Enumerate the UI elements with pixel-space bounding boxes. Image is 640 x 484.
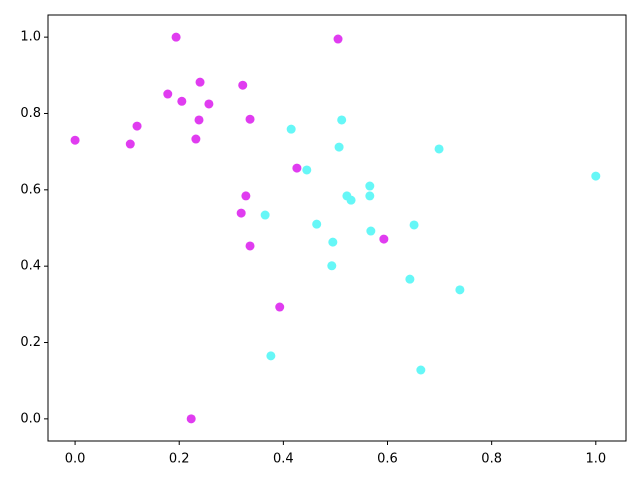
point	[191, 134, 201, 144]
point	[409, 220, 419, 230]
point	[365, 181, 375, 191]
y-tick-label: 0.4	[20, 259, 41, 274]
point	[171, 32, 181, 42]
point	[405, 274, 415, 284]
point	[416, 365, 426, 375]
point	[186, 414, 196, 424]
point	[125, 139, 135, 149]
x-tick-label: 0.6	[377, 452, 398, 467]
point	[194, 115, 204, 125]
point	[286, 124, 296, 134]
point	[266, 351, 276, 361]
x-tick-label: 0.2	[169, 452, 190, 467]
point	[337, 115, 347, 125]
point	[346, 195, 356, 205]
point	[236, 208, 246, 218]
point	[260, 210, 270, 220]
point	[70, 135, 80, 145]
y-tick-label: 0.6	[20, 182, 41, 197]
point	[591, 171, 601, 181]
point	[163, 89, 173, 99]
point	[132, 121, 142, 131]
point	[328, 237, 338, 247]
point	[365, 191, 375, 201]
point	[366, 226, 376, 236]
point	[275, 302, 285, 312]
x-tick-label: 0.4	[273, 452, 294, 467]
point	[434, 144, 444, 154]
x-tick-label: 0.8	[481, 452, 502, 467]
y-tick-label: 0.2	[20, 335, 41, 350]
point	[195, 77, 205, 87]
point	[455, 285, 465, 295]
point	[238, 80, 248, 90]
point	[204, 99, 214, 109]
y-tick-label: 0.0	[20, 411, 41, 426]
x-tick-label: 1.0	[585, 452, 606, 467]
axes-frame	[47, 14, 627, 442]
point	[327, 261, 337, 271]
point	[177, 96, 187, 106]
x-tick-label: 0.0	[65, 452, 86, 467]
point	[334, 142, 344, 152]
y-tick-label: 1.0	[20, 30, 41, 45]
point	[245, 114, 255, 124]
point	[302, 165, 312, 175]
point	[312, 219, 322, 229]
point	[241, 191, 251, 201]
y-tick-label: 0.8	[20, 106, 41, 121]
point	[379, 234, 389, 244]
point	[333, 34, 343, 44]
point	[245, 241, 255, 251]
point	[292, 163, 302, 173]
